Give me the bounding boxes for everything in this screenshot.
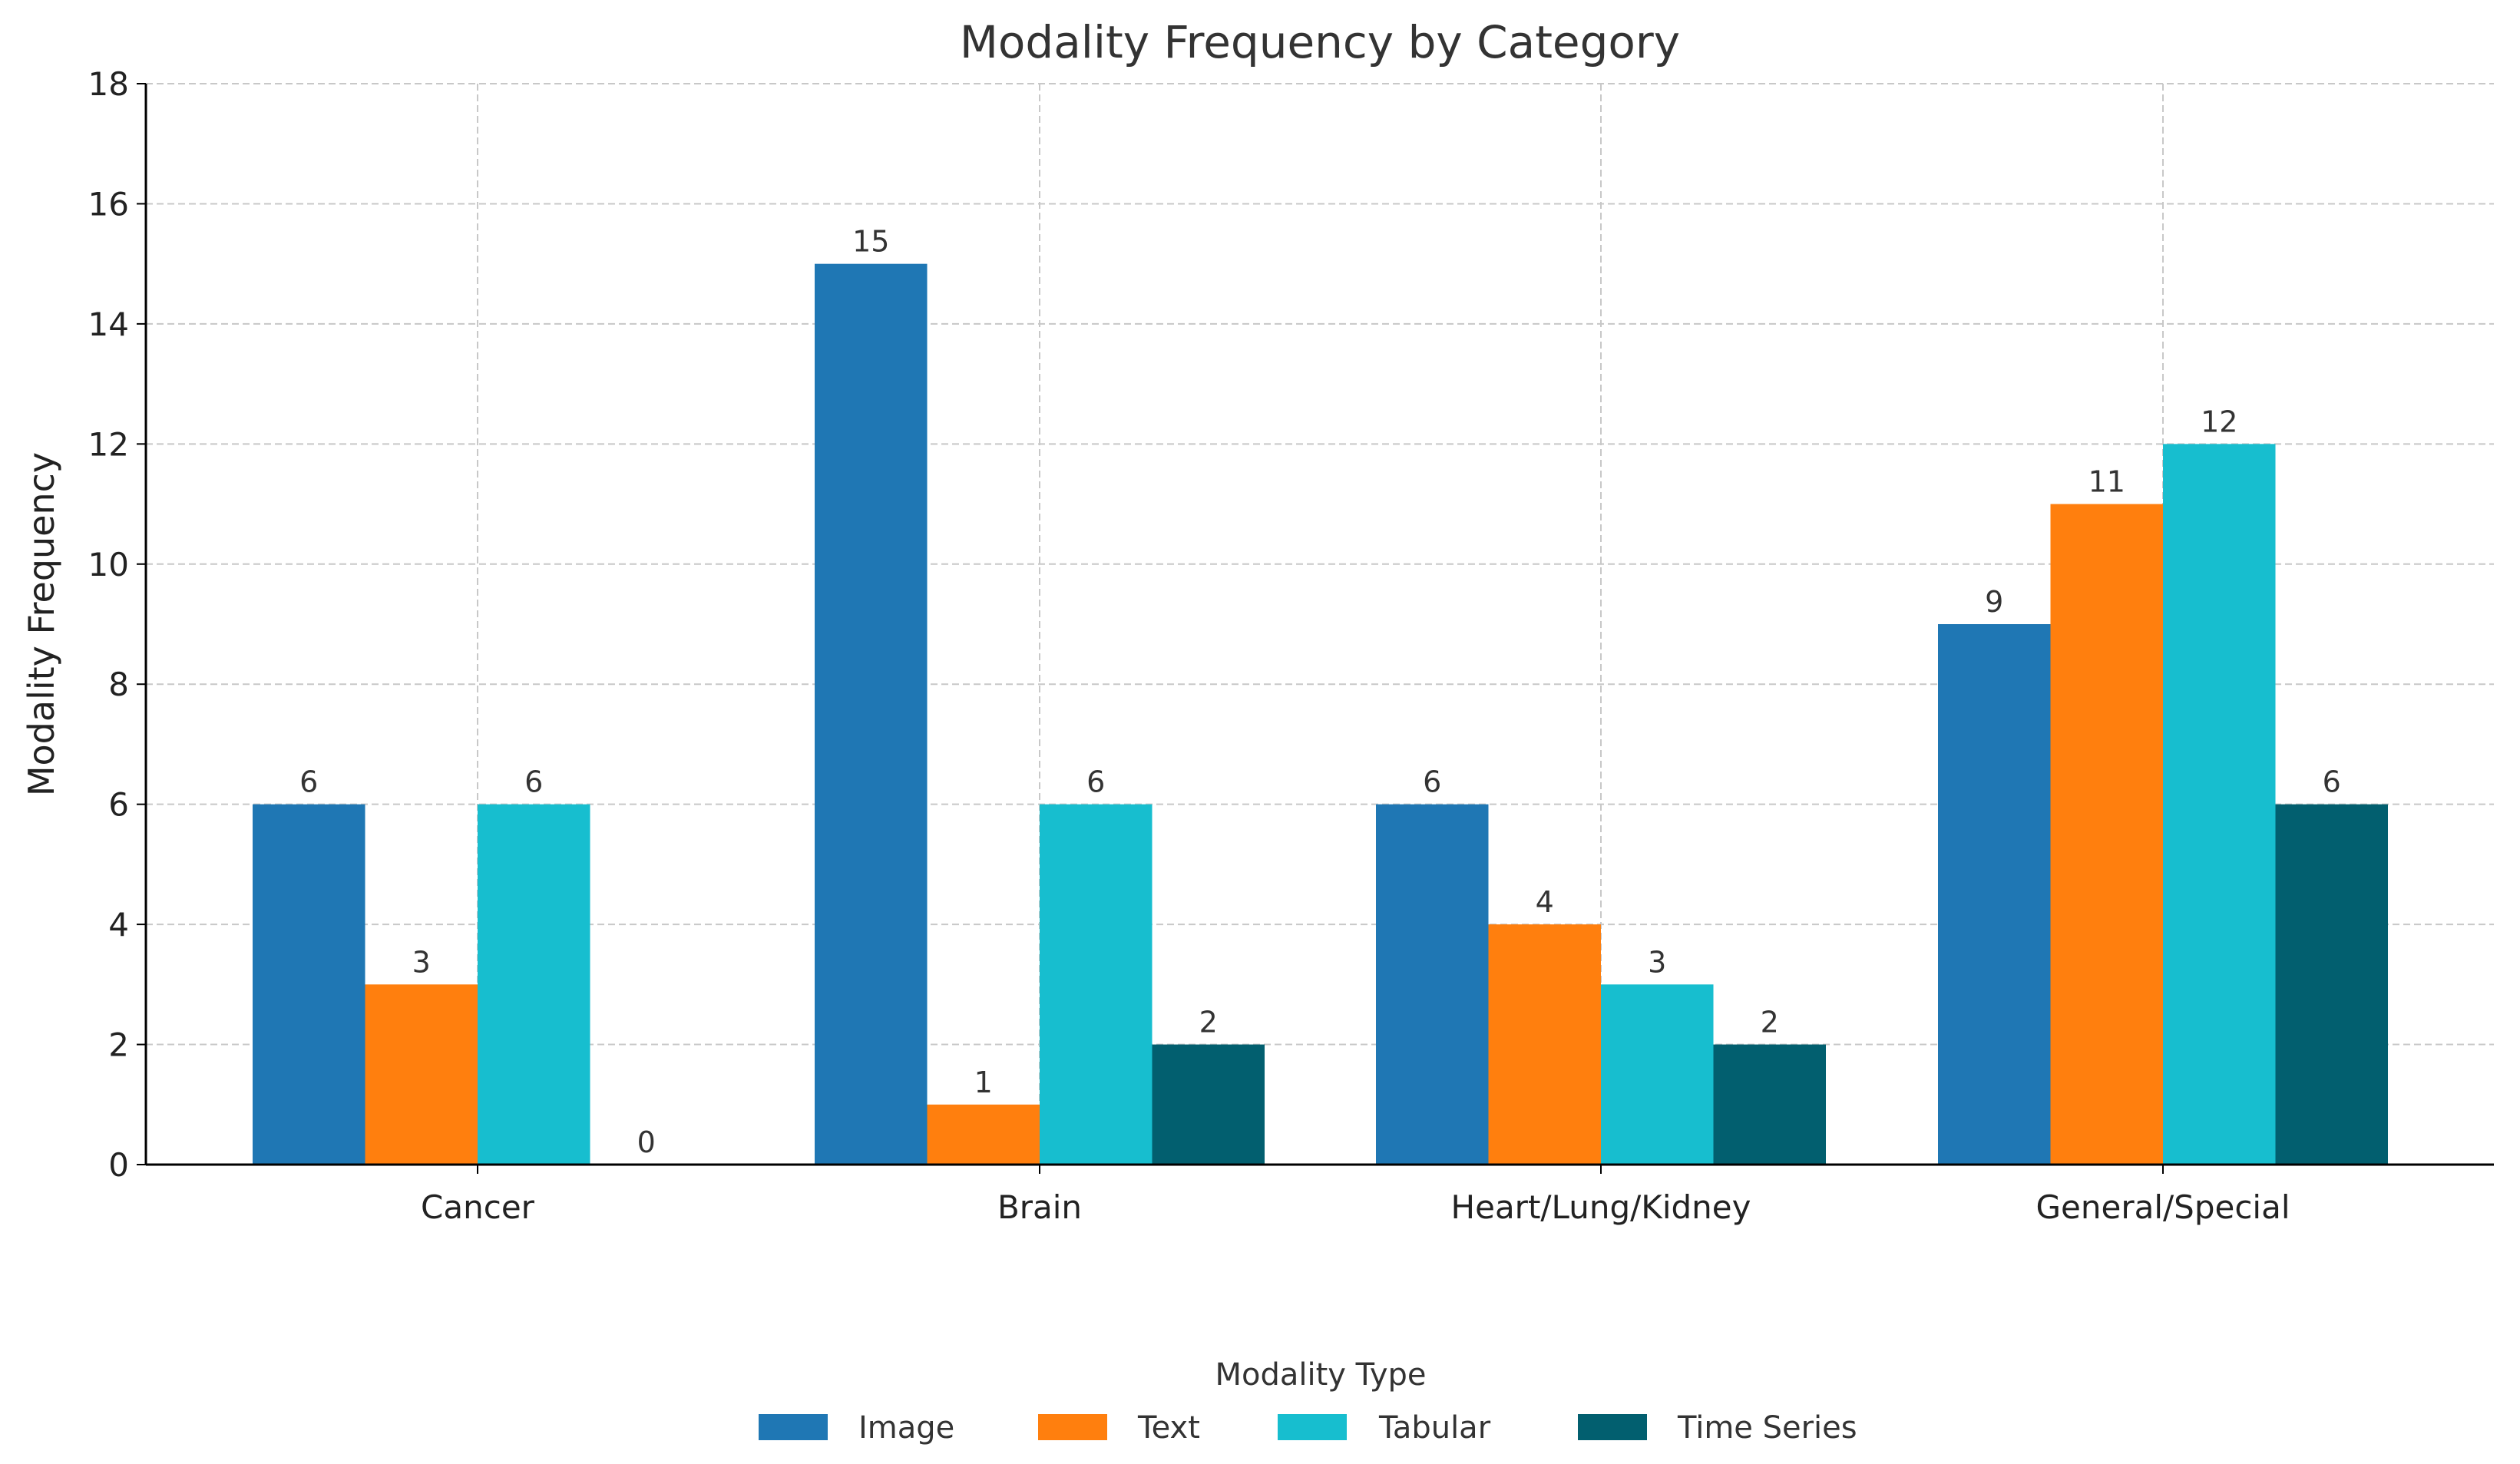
legend-label: Text — [1137, 1410, 1200, 1446]
x-tick-label: Heart/Lung/Kidney — [1451, 1188, 1751, 1226]
data-label: 11 — [2088, 465, 2125, 499]
legend-label: Image — [858, 1410, 954, 1446]
data-label: 3 — [1648, 945, 1666, 979]
data-label: 12 — [2201, 405, 2237, 438]
data-label: 1 — [974, 1066, 993, 1099]
legend: Modality Type Image Text Tabular Time Serie… — [759, 1357, 1857, 1446]
bar-text — [365, 984, 478, 1165]
data-label: 6 — [1086, 765, 1105, 799]
y-tick-label: 6 — [108, 786, 129, 824]
data-label: 4 — [1536, 885, 1554, 919]
x-tick-label: Brain — [997, 1188, 1082, 1226]
bar-time-series — [1152, 1044, 1265, 1165]
data-label: 6 — [2323, 765, 2341, 799]
data-label: 9 — [1985, 585, 2003, 619]
legend-swatch — [1578, 1414, 1647, 1440]
y-axis-label: Modality Frequency — [21, 452, 62, 796]
legend-swatch — [759, 1414, 828, 1440]
data-label: 15 — [852, 225, 889, 259]
data-label: 6 — [1423, 765, 1441, 799]
chart-title: Modality Frequency by Category — [960, 16, 1680, 68]
bars: 6 15 6 9 3 1 4 11 6 6 3 12 0 2 2 6 — [253, 225, 2388, 1165]
y-tick-label: 16 — [88, 185, 129, 223]
legend-swatch — [1038, 1414, 1107, 1440]
y-tick-label: 2 — [108, 1026, 129, 1064]
x-tick-label: Cancer — [421, 1188, 535, 1226]
data-label: 0 — [637, 1125, 656, 1159]
bar-time-series — [2275, 804, 2388, 1165]
bar-tabular — [478, 804, 590, 1165]
y-tick-label: 8 — [108, 666, 129, 703]
data-label: 3 — [412, 945, 431, 979]
bar-text — [2050, 504, 2163, 1165]
bar-image — [1376, 804, 1489, 1165]
legend-label: Time Series — [1677, 1410, 1857, 1446]
bar-text — [1488, 924, 1601, 1165]
data-label: 6 — [524, 765, 543, 799]
bar-image — [815, 263, 928, 1165]
y-tick-label: 4 — [108, 906, 129, 944]
bar-text — [927, 1104, 1040, 1165]
x-tick-label: General/Special — [2036, 1188, 2290, 1226]
data-label: 2 — [1199, 1006, 1218, 1039]
data-label: 2 — [1761, 1006, 1779, 1039]
legend-swatch — [1278, 1414, 1347, 1440]
y-tick-label: 0 — [108, 1146, 129, 1184]
y-tick-label: 18 — [88, 65, 129, 103]
bar-tabular — [1040, 804, 1153, 1165]
y-tick-label: 12 — [88, 425, 129, 463]
bar-time-series — [1713, 1044, 1826, 1165]
bar-image — [1938, 624, 2051, 1165]
legend-label: Tabular — [1378, 1410, 1491, 1446]
bar-image — [253, 804, 365, 1165]
data-label: 6 — [299, 765, 318, 799]
legend-title: Modality Type — [1215, 1357, 1426, 1393]
y-tick-label: 14 — [88, 306, 129, 343]
bar-tabular — [2163, 444, 2276, 1165]
bar-tabular — [1601, 984, 1714, 1165]
y-tick-label: 10 — [88, 546, 129, 583]
